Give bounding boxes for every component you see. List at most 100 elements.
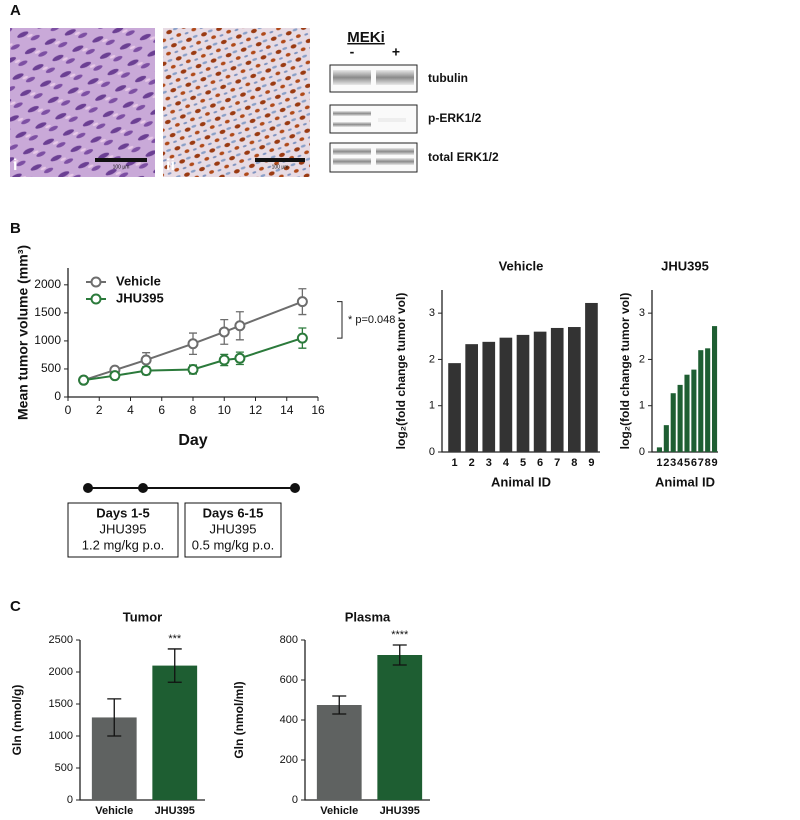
x-tick-label: Vehicle bbox=[320, 805, 358, 817]
x-tick-label: 2 bbox=[469, 457, 475, 469]
x-tick-label: 10 bbox=[218, 403, 232, 417]
bar bbox=[316, 705, 362, 800]
y-tick-label: 1 bbox=[639, 400, 645, 412]
marker bbox=[140, 365, 152, 377]
chart-title: Plasma bbox=[345, 609, 391, 624]
marker bbox=[140, 354, 152, 366]
panel-label: C bbox=[10, 598, 21, 615]
x-tick-label: 8 bbox=[190, 403, 197, 417]
x-tick-label: 1 bbox=[656, 457, 662, 469]
y-tick-label: 800 bbox=[280, 634, 298, 646]
bar bbox=[550, 327, 564, 452]
x-tick-label: Vehicle bbox=[95, 805, 133, 817]
he-image bbox=[10, 28, 155, 177]
bar bbox=[656, 447, 662, 452]
x-tick-label: 4 bbox=[503, 457, 510, 469]
bar bbox=[448, 363, 461, 452]
marker bbox=[187, 338, 199, 350]
x-axis-label: Animal ID bbox=[655, 474, 715, 489]
annotation: *** bbox=[168, 633, 182, 645]
legend-label: Vehicle bbox=[116, 273, 161, 288]
dosing-timeline bbox=[67, 483, 300, 558]
y-tick-label: 2 bbox=[429, 353, 435, 365]
x-tick-label: 12 bbox=[249, 403, 263, 417]
y-tick-label: 200 bbox=[280, 754, 298, 766]
panel-label: B bbox=[10, 220, 21, 237]
x-tick-label: 6 bbox=[691, 457, 697, 469]
error-bar bbox=[392, 644, 407, 666]
y-tick-label: 2000 bbox=[34, 277, 61, 291]
bar bbox=[516, 334, 530, 452]
ihc-image bbox=[163, 28, 310, 177]
x-tick-label: 7 bbox=[554, 457, 560, 469]
y-tick-label: 3 bbox=[429, 307, 435, 319]
x-tick-label: 7 bbox=[698, 457, 704, 469]
y-axis-label: Gln (nmol/g) bbox=[10, 685, 24, 756]
x-tick-label: 9 bbox=[588, 457, 594, 469]
y-tick-label: 2 bbox=[639, 353, 645, 365]
x-tick-label: 2 bbox=[96, 403, 103, 417]
blot-row-label: p-ERK1/2 bbox=[428, 111, 482, 125]
x-axis-label: Day bbox=[178, 432, 207, 449]
legend-label: JHU395 bbox=[116, 290, 164, 305]
chart-title: JHU395 bbox=[661, 258, 709, 273]
x-tick-label: JHU395 bbox=[155, 805, 195, 817]
bar bbox=[152, 665, 198, 800]
y-tick-label: 1500 bbox=[34, 305, 61, 319]
y-tick-label: 600 bbox=[280, 674, 298, 686]
chart-title: Vehicle bbox=[499, 258, 544, 273]
x-tick-label: JHU395 bbox=[380, 805, 420, 817]
x-tick-label: 5 bbox=[684, 457, 690, 469]
dosing-days: Days 1-5 bbox=[96, 505, 149, 520]
y-axis-label: Gln (nmol/ml) bbox=[232, 681, 246, 758]
y-tick-label: 500 bbox=[41, 361, 61, 375]
scale-bar bbox=[95, 158, 147, 162]
x-tick-label: 16 bbox=[311, 403, 325, 417]
blot-row-label: total ERK1/2 bbox=[428, 150, 499, 164]
x-tick-label: 6 bbox=[158, 403, 165, 417]
y-tick-label: 1000 bbox=[49, 730, 73, 742]
bar bbox=[585, 302, 598, 452]
blot bbox=[329, 64, 418, 173]
marker bbox=[234, 352, 246, 364]
image-label: ii bbox=[166, 157, 175, 174]
x-tick-label: 5 bbox=[520, 457, 526, 469]
error-bar bbox=[107, 698, 122, 737]
marker bbox=[234, 320, 246, 332]
chart-title: Tumor bbox=[123, 609, 162, 624]
x-tick-label: 6 bbox=[537, 457, 543, 469]
bar bbox=[712, 326, 718, 452]
x-tick-label: 4 bbox=[127, 403, 134, 417]
dosing-dose: 0.5 mg/kg p.o. bbox=[192, 537, 274, 552]
scale-bar bbox=[255, 158, 305, 162]
dosing-drug: JHU395 bbox=[210, 521, 257, 536]
y-axis-label: log₂(fold change tumor vol) bbox=[394, 293, 408, 450]
bar bbox=[684, 374, 690, 452]
x-tick-label: 0 bbox=[65, 403, 72, 417]
y-axis-label: log₂(fold change tumor vol) bbox=[618, 293, 632, 450]
marker bbox=[78, 374, 90, 386]
y-tick-label: 0 bbox=[67, 794, 73, 806]
bar bbox=[698, 350, 704, 452]
blot-title: MEKi bbox=[347, 29, 385, 46]
error-bar bbox=[167, 648, 182, 683]
y-tick-label: 0 bbox=[639, 446, 645, 458]
y-tick-label: 1500 bbox=[49, 698, 73, 710]
bar bbox=[377, 655, 423, 800]
annotation: **** bbox=[391, 629, 409, 641]
y-tick-label: 1000 bbox=[34, 333, 61, 347]
x-tick-label: 8 bbox=[571, 457, 577, 469]
y-tick-label: 0 bbox=[429, 446, 435, 458]
blot-row-label: tubulin bbox=[428, 71, 468, 85]
x-tick-label: 1 bbox=[451, 457, 457, 469]
marker bbox=[296, 332, 308, 344]
x-tick-label: 8 bbox=[705, 457, 711, 469]
scale-bar-label: 100 µm bbox=[272, 164, 289, 170]
dosing-days: Days 6-15 bbox=[203, 505, 264, 520]
bar bbox=[568, 327, 581, 452]
legend-marker bbox=[90, 276, 102, 288]
x-tick-label: 14 bbox=[280, 403, 294, 417]
bar bbox=[482, 341, 496, 452]
x-tick-label: 9 bbox=[711, 457, 717, 469]
